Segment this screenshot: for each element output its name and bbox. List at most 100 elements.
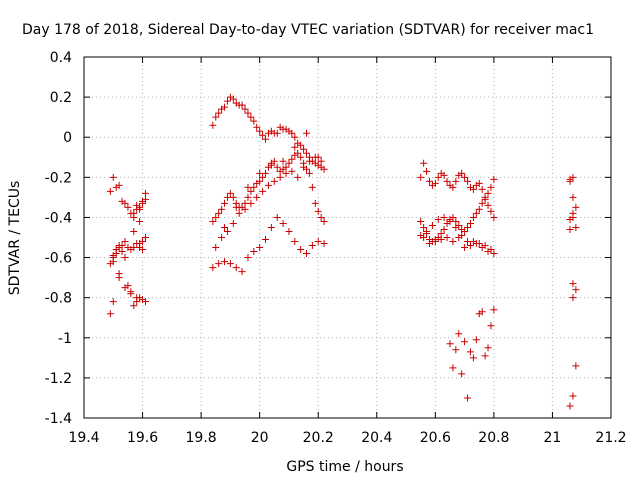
data-point	[317, 157, 325, 165]
data-point	[440, 213, 448, 221]
x-tick-label: 21.2	[595, 430, 626, 446]
data-point	[490, 306, 498, 314]
data-point	[118, 242, 126, 250]
data-point	[566, 225, 574, 233]
data-point	[452, 217, 460, 225]
data-point	[282, 163, 290, 171]
data-point	[223, 97, 231, 105]
data-point	[569, 209, 577, 217]
data-point	[232, 264, 240, 272]
data-point	[141, 298, 149, 306]
data-point	[308, 242, 316, 250]
data-point	[215, 209, 223, 217]
data-point	[285, 159, 293, 167]
data-point	[566, 402, 574, 410]
data-point	[490, 175, 498, 183]
data-point	[223, 193, 231, 201]
data-point	[481, 195, 489, 203]
data-point	[115, 270, 123, 278]
y-tick-label: -1.4	[45, 411, 72, 427]
chart-title: Day 178 of 2018, Sidereal Day-to-day VTE…	[22, 22, 594, 38]
data-point	[484, 248, 492, 256]
data-point	[247, 199, 255, 207]
data-point	[449, 213, 457, 221]
data-point	[297, 141, 305, 149]
data-point	[455, 330, 463, 338]
data-point	[314, 153, 322, 161]
y-axis-label: SDTVAR / TECUs	[7, 181, 23, 296]
y-tick-label: -0.2	[45, 170, 72, 186]
data-point	[256, 244, 264, 252]
data-point	[267, 223, 275, 231]
data-point	[288, 155, 296, 163]
data-point	[273, 163, 281, 171]
data-point	[464, 238, 472, 246]
data-point	[423, 227, 431, 235]
data-point	[279, 157, 287, 165]
data-point	[572, 203, 580, 211]
data-point	[136, 217, 144, 225]
data-point	[130, 244, 138, 252]
data-point	[215, 260, 223, 268]
data-point	[121, 254, 129, 262]
data-point	[209, 121, 217, 129]
data-point	[209, 264, 217, 272]
data-point	[291, 133, 299, 141]
data-point	[423, 167, 431, 175]
data-point	[305, 169, 313, 177]
data-point	[417, 217, 425, 225]
data-point	[221, 103, 229, 111]
data-point	[417, 173, 425, 181]
data-point	[279, 219, 287, 227]
y-tick-label: 0.4	[50, 50, 72, 66]
data-point	[452, 223, 460, 231]
y-tick-label: -1	[58, 331, 72, 347]
data-point	[238, 101, 246, 109]
data-point	[118, 248, 126, 256]
data-point	[466, 242, 474, 250]
data-point	[490, 250, 498, 258]
data-point	[461, 173, 469, 181]
y-tick-label: 0.2	[50, 90, 72, 106]
data-point	[420, 159, 428, 167]
data-point	[232, 203, 240, 211]
data-point	[452, 346, 460, 354]
data-point	[452, 177, 460, 185]
data-point	[244, 254, 252, 262]
data-point	[288, 167, 296, 175]
data-point	[141, 234, 149, 241]
data-point	[121, 199, 129, 207]
data-point	[273, 129, 281, 137]
data-point	[294, 149, 302, 157]
data-point	[270, 157, 278, 165]
data-point	[320, 217, 328, 225]
data-point	[446, 340, 454, 348]
data-point	[481, 352, 489, 360]
data-point	[250, 183, 258, 191]
data-point	[221, 199, 229, 207]
data-point	[572, 286, 580, 294]
data-point	[297, 153, 305, 161]
data-point	[305, 157, 313, 165]
data-point	[472, 240, 480, 248]
data-point	[484, 201, 492, 209]
data-point	[215, 109, 223, 117]
data-point	[244, 193, 252, 201]
data-point	[259, 173, 267, 181]
data-point	[458, 370, 466, 378]
data-point	[437, 236, 445, 244]
data-point	[212, 113, 220, 121]
x-tick-label: 19.6	[127, 430, 158, 446]
data-point	[300, 163, 308, 171]
data-point	[431, 238, 439, 246]
data-point	[303, 149, 311, 157]
data-point	[466, 219, 474, 227]
data-point	[212, 213, 220, 221]
data-point	[136, 205, 144, 213]
data-point	[569, 294, 577, 302]
data-point	[434, 215, 442, 223]
y-tick-label: -0.6	[45, 251, 72, 267]
data-point	[130, 227, 138, 235]
data-point	[469, 354, 477, 362]
